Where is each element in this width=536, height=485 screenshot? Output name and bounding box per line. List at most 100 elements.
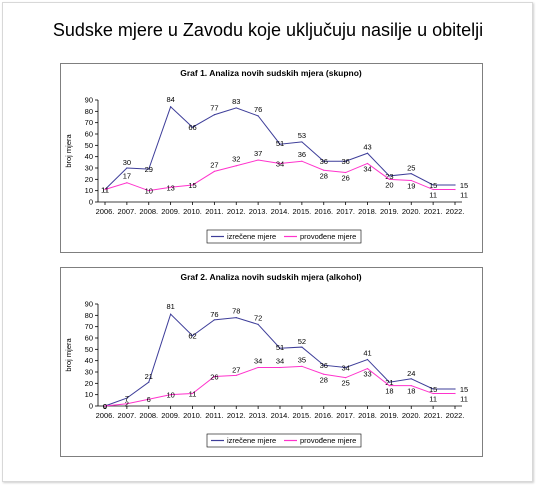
- data-point: [191, 126, 194, 128]
- data-label: 10: [166, 391, 174, 400]
- data-point: [170, 186, 172, 188]
- x-tick-label: 2007.: [117, 411, 136, 420]
- data-label: 35: [298, 355, 306, 364]
- data-label: 25: [407, 164, 415, 173]
- chart-title: Graf 2. Analiza novih sudskih mjera (alk…: [180, 272, 361, 282]
- data-label: 21: [145, 372, 153, 381]
- chart-2-svg: Graf 2. Analiza novih sudskih mjera (alk…: [64, 272, 468, 448]
- x-tick-label: 2018.: [358, 411, 377, 420]
- data-point: [366, 162, 369, 165]
- data-label: 66: [188, 123, 196, 132]
- x-tick-label: 2007.: [117, 207, 136, 216]
- data-label: 15: [429, 181, 437, 190]
- y-tick-label: 70: [85, 322, 93, 331]
- data-label: 10: [145, 187, 153, 196]
- data-label: 11: [460, 191, 468, 200]
- data-point: [345, 171, 347, 174]
- data-point: [388, 175, 390, 177]
- x-tick-label: 2011.: [205, 207, 223, 216]
- data-point: [454, 184, 456, 186]
- data-point: [432, 188, 434, 191]
- data-point: [191, 335, 194, 337]
- x-tick-label: 2008.: [139, 411, 158, 420]
- y-tick-label: 0: [89, 198, 93, 207]
- data-label: 27: [232, 365, 240, 374]
- data-label: 27: [210, 160, 218, 169]
- data-point: [366, 358, 369, 361]
- y-tick-label: 60: [85, 130, 93, 139]
- x-tick-label: 2013.: [249, 411, 268, 420]
- legend-label: izrečene mjere: [227, 436, 276, 445]
- data-point: [388, 381, 390, 383]
- page-title: Sudske mjere u Zavodu koje uključuju nas…: [52, 20, 484, 40]
- data-point: [148, 398, 150, 400]
- data-point: [235, 165, 237, 167]
- data-label: 11: [429, 191, 437, 200]
- data-label: 18: [407, 387, 415, 396]
- y-tick-label: 80: [85, 311, 93, 320]
- data-point: [410, 385, 412, 387]
- y-tick-label: 50: [85, 141, 93, 150]
- data-point: [454, 392, 456, 395]
- data-point: [213, 319, 215, 321]
- data-label: 11: [460, 395, 468, 404]
- data-point: [148, 381, 150, 383]
- data-label: 23: [385, 172, 393, 181]
- data-label: 17: [123, 172, 131, 181]
- chart-1-svg: Graf 1. Analiza novih sudskih mjera (sku…: [64, 68, 468, 244]
- data-point: [170, 313, 172, 315]
- data-label: 15: [429, 385, 437, 394]
- y-tick-label: 30: [85, 164, 93, 173]
- data-label: 15: [460, 385, 468, 394]
- data-point: [345, 377, 347, 379]
- data-label: 34: [276, 356, 284, 365]
- data-label: 83: [232, 97, 240, 106]
- x-tick-label: 2009.: [161, 207, 180, 216]
- y-tick-label: 90: [85, 300, 93, 309]
- data-label: 21: [385, 378, 393, 387]
- data-label: 33: [363, 370, 371, 379]
- x-tick-label: 2014.: [271, 411, 290, 420]
- legend-label: provođene mjere: [300, 232, 356, 241]
- x-tick-label: 2015.: [292, 207, 311, 216]
- series-line-provodene: [104, 365, 455, 407]
- data-label: 52: [298, 337, 306, 346]
- x-tick-label: 2014.: [271, 207, 290, 216]
- y-tick-label: 10: [85, 186, 93, 195]
- y-tick-label: 80: [85, 107, 93, 116]
- chart-2: Graf 2. Analiza novih sudskih mjera (alk…: [60, 267, 483, 457]
- x-tick-label: 2017.: [336, 411, 355, 420]
- y-tick-label: 90: [85, 96, 93, 105]
- y-tick-label: 10: [85, 390, 93, 399]
- data-label: 37: [254, 149, 262, 158]
- data-point: [257, 115, 259, 117]
- x-tick-label: 2015.: [292, 411, 311, 420]
- x-tick-label: 2021.: [424, 411, 443, 420]
- y-tick-label: 30: [85, 368, 93, 377]
- data-label: 34: [254, 356, 262, 365]
- data-point: [126, 182, 128, 184]
- data-point: [366, 152, 369, 154]
- x-tick-label: 2019.: [380, 207, 399, 216]
- chart-1: Graf 1. Analiza novih sudskih mjera (sku…: [60, 63, 483, 253]
- data-label: 18: [385, 387, 393, 396]
- data-label: 11: [189, 390, 197, 399]
- data-label: 25: [341, 379, 349, 388]
- data-label: 7: [125, 394, 129, 403]
- x-tick-label: 2019.: [380, 411, 399, 420]
- x-tick-label: 2006.: [96, 411, 115, 420]
- data-label: 2: [125, 400, 129, 409]
- data-point: [257, 366, 259, 369]
- legend-label: provođene mjere: [300, 436, 356, 445]
- data-label: 20: [385, 180, 393, 189]
- data-label: 72: [254, 313, 262, 322]
- x-tick-label: 2017.: [336, 207, 355, 216]
- data-label: 11: [429, 395, 437, 404]
- data-point: [432, 388, 434, 390]
- data-point: [454, 188, 456, 191]
- data-label: 28: [320, 171, 328, 180]
- data-point: [170, 394, 172, 396]
- y-tick-label: 60: [85, 334, 93, 343]
- data-label: 13: [166, 183, 174, 192]
